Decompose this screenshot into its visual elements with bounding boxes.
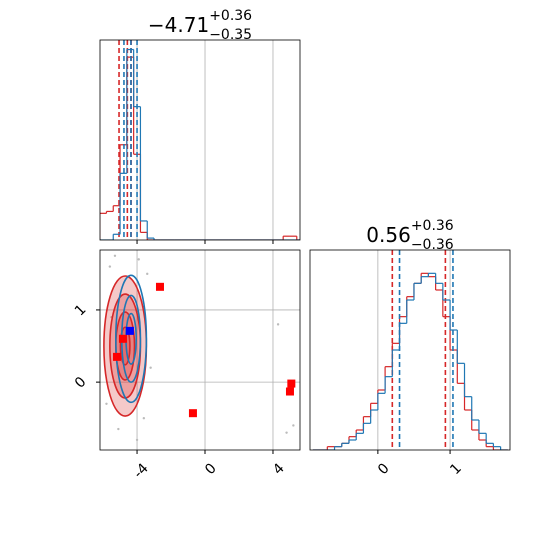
- sample-point: [105, 402, 108, 405]
- y-tick-label: 1: [72, 302, 90, 320]
- x-tick-label: -4: [131, 460, 152, 481]
- y-tick-label: 0: [72, 374, 90, 392]
- sample-point: [135, 438, 139, 442]
- sample-point: [276, 323, 280, 326]
- plot-area: [312, 250, 508, 450]
- title-lower: −0.36: [411, 237, 454, 253]
- sample-point: [142, 417, 146, 420]
- panel: -4 0 4 0 1: [72, 249, 301, 482]
- plot-area: [100, 40, 300, 240]
- axes-frame: [309, 249, 511, 451]
- x-tick-label: 0: [202, 460, 220, 478]
- marker: [112, 352, 121, 361]
- sample-point: [113, 254, 117, 257]
- sample-point: [146, 272, 149, 276]
- axes-frame: [99, 249, 301, 451]
- marker: [285, 387, 294, 396]
- axes-frame: [99, 39, 301, 241]
- title-upper: +0.36: [209, 8, 252, 24]
- panel: 0 1 0.56 +0.36 −0.36: [309, 218, 511, 478]
- plot-area: [100, 250, 300, 450]
- marker: [125, 326, 134, 335]
- sample-point: [292, 424, 295, 427]
- panel-title: −4.71: [148, 13, 209, 37]
- panel: −4.71 +0.36 −0.35: [99, 8, 301, 244]
- x-tick-label: 0: [375, 460, 393, 478]
- marker: [155, 282, 164, 291]
- sample-point: [285, 431, 288, 434]
- x-tick-label: 4: [270, 460, 288, 478]
- sample-point: [117, 427, 120, 431]
- marker: [287, 379, 296, 388]
- marker: [188, 409, 197, 418]
- marker: [118, 334, 127, 343]
- sample-point: [108, 265, 112, 268]
- panel-title: 0.56: [366, 223, 411, 247]
- x-tick-label: 1: [447, 460, 465, 478]
- sample-point: [137, 258, 140, 261]
- title-upper: +0.36: [411, 218, 454, 234]
- sample-point: [149, 366, 152, 369]
- title-lower: −0.35: [209, 27, 252, 43]
- contour-level: [115, 274, 148, 404]
